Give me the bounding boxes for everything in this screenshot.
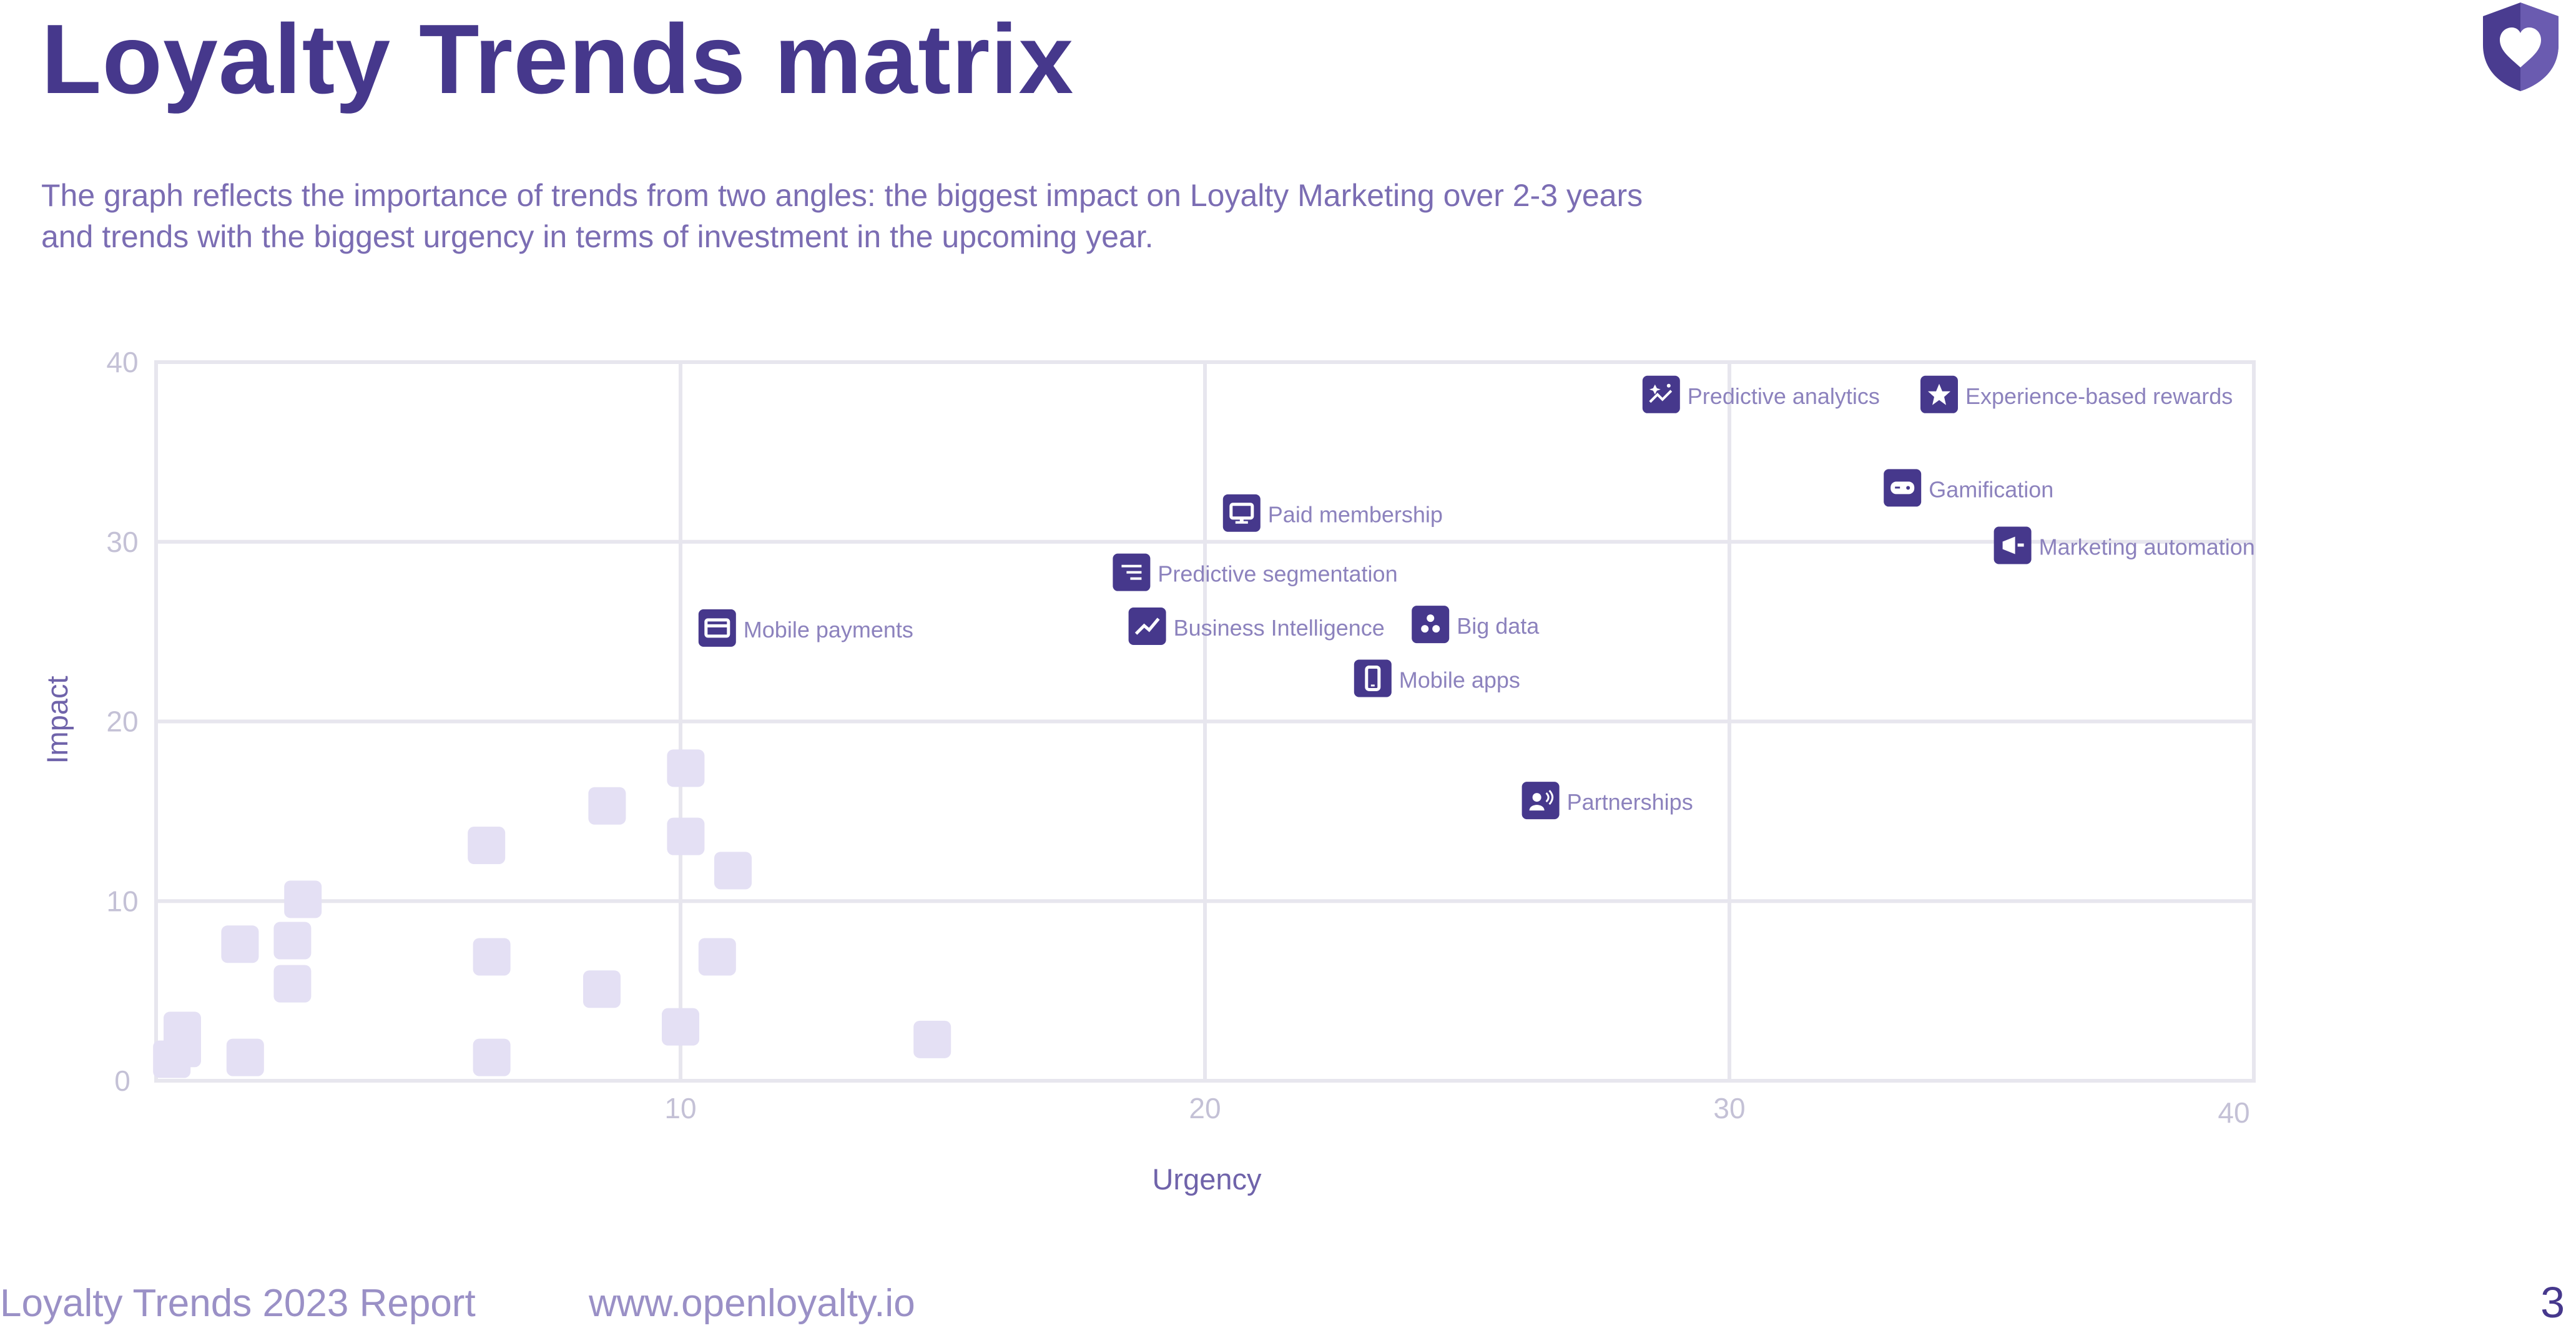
page-number: 3 [2540, 1278, 2565, 1327]
unlabeled-points [153, 749, 951, 1078]
labeled-point: Partnerships [1522, 782, 1693, 820]
gamepad-icon [1890, 481, 1915, 494]
unlabeled-point [226, 1038, 264, 1076]
x-axis-title: Urgency [1152, 1163, 1262, 1196]
footer-website-link[interactable]: www.openloyalty.io [589, 1282, 915, 1325]
unlabeled-point [667, 817, 705, 855]
labeled-point: Predictive segmentation [1113, 553, 1398, 591]
point-label: Predictive analytics [1688, 383, 1880, 409]
unlabeled-point [273, 922, 312, 960]
user-voice-icon [1529, 790, 1554, 811]
point-label: Gamification [1929, 476, 2053, 502]
labeled-points: Predictive analytics Experience-based rew… [698, 375, 2255, 820]
labeled-point: Marketing automation [1993, 526, 2255, 564]
y-tick-label: 30 [106, 526, 138, 558]
unlabeled-point [273, 965, 312, 1003]
labeled-point: Business Intelligence [1128, 607, 1385, 645]
unlabeled-point [913, 1020, 951, 1058]
star-icon [1928, 383, 1950, 405]
footer-report-name: Loyalty Trends 2023 Report [0, 1282, 476, 1325]
trends-matrix-chart: 10 20 30 40 0 10 20 30 40 Urgency Impact Predict… [41, 346, 2256, 1196]
point-label: Predictive segmentation [1158, 561, 1397, 587]
unlabeled-point [284, 880, 322, 918]
point-label: Mobile apps [1399, 667, 1520, 692]
point-marker [1222, 494, 1261, 532]
chart-sparkle-icon [1649, 383, 1673, 403]
unlabeled-point [583, 970, 621, 1008]
phone-icon [1365, 665, 1381, 691]
page-subtitle: The graph reflects the importance of tre… [41, 178, 1643, 254]
point-label: Paid membership [1268, 502, 1443, 528]
labeled-point: Big data [1412, 606, 1540, 644]
x-tick-label: 10 [664, 1092, 696, 1124]
point-marker [1354, 659, 1392, 697]
point-marker [1642, 375, 1680, 413]
point-label: Mobile payments [744, 617, 913, 642]
tick-labels: 10 20 30 40 0 10 20 30 40 [106, 346, 2249, 1129]
unlabeled-point [473, 938, 511, 976]
point-label: Marketing automation [2039, 534, 2255, 560]
unlabeled-point [473, 1038, 511, 1076]
point-marker [698, 609, 736, 647]
y-tick-label: 40 [106, 346, 138, 378]
page-title: Loyalty Trends matrix [41, 4, 1074, 114]
labeled-point: Predictive analytics [1642, 375, 1880, 413]
labeled-point: Gamification [1884, 469, 2053, 507]
megaphone-icon [2002, 536, 2024, 554]
monitor-icon [1229, 503, 1254, 524]
point-marker [1522, 782, 1560, 820]
x-tick-label: 30 [1713, 1092, 1745, 1124]
grid-lines [154, 360, 2256, 1083]
y-tick-label: 20 [106, 706, 138, 738]
x-tick-label: 40 [2218, 1096, 2249, 1129]
unlabeled-point [221, 925, 259, 963]
y-tick-label: 10 [106, 885, 138, 917]
x-tick-label: 20 [1189, 1092, 1221, 1124]
unlabeled-point [662, 1008, 699, 1046]
point-label: Experience-based rewards [1965, 383, 2233, 409]
unlabeled-point [468, 827, 506, 865]
point-marker [1412, 606, 1450, 644]
trend-line-icon [1134, 617, 1160, 635]
list-icon [1121, 564, 1142, 580]
labeled-point: Paid membership [1222, 494, 1443, 532]
y-tick-label: 0 [114, 1065, 130, 1097]
point-label: Business Intelligence [1174, 615, 1385, 641]
unlabeled-point [698, 938, 736, 976]
unlabeled-point [667, 749, 705, 787]
point-label: Big data [1457, 613, 1540, 639]
point-marker [1128, 607, 1166, 645]
labeled-point: Mobile payments [698, 609, 913, 647]
unlabeled-point [588, 787, 626, 825]
labeled-point: Experience-based rewards [1920, 375, 2233, 413]
point-label: Partnerships [1567, 789, 1693, 815]
labeled-point: Mobile apps [1354, 659, 1520, 697]
unlabeled-point [164, 1030, 201, 1068]
shield-heart-icon [2483, 2, 2559, 91]
card-icon [704, 618, 730, 638]
y-axis-title: Impact [41, 676, 74, 764]
unlabeled-point [714, 852, 752, 890]
heart-shape [2500, 27, 2541, 67]
dots-icon [1421, 614, 1440, 633]
